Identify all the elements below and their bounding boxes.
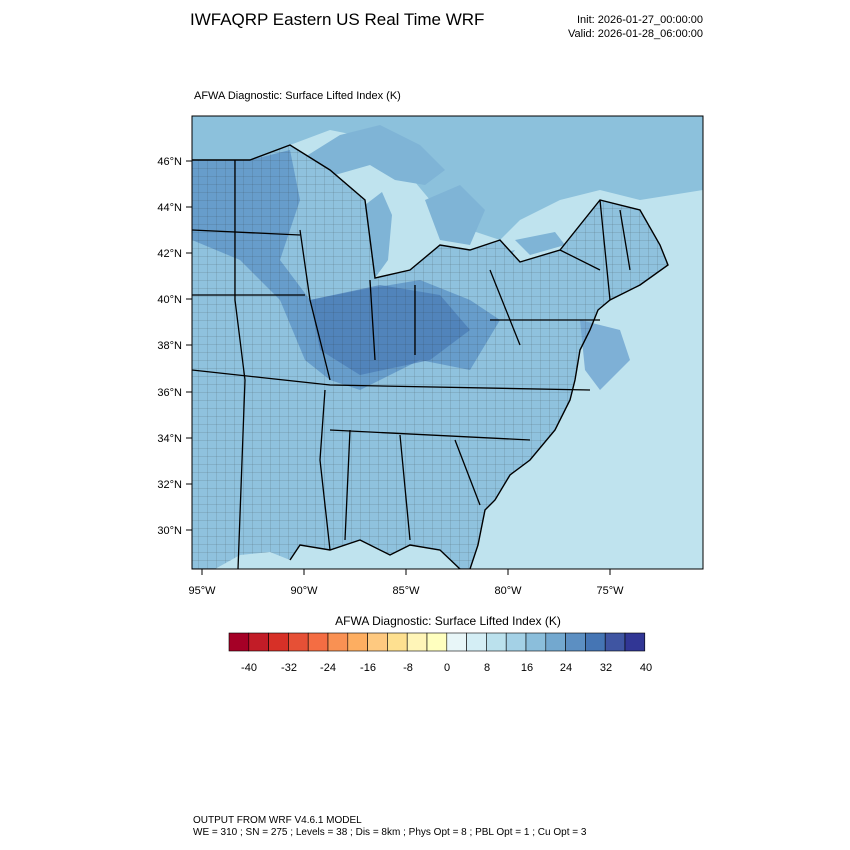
colorbar-swatch: [288, 632, 309, 652]
state-boundaries: [192, 160, 631, 569]
footer-line-1: OUTPUT FROM WRF V4.6.1 MODEL: [193, 815, 362, 826]
lon-ticks: [201, 569, 611, 575]
map-frame: [191, 115, 704, 570]
colorbar-swatch: [486, 632, 507, 652]
colorbar-swatch: [228, 632, 250, 652]
lat-ticks: [186, 160, 192, 531]
lat-label: 32°N: [157, 479, 182, 491]
lat-label: 30°N: [157, 525, 182, 537]
colorbar-swatch: [327, 632, 349, 652]
lat-label: 40°N: [157, 294, 182, 306]
colorbar-swatch: [307, 632, 329, 652]
lon-label: 90°W: [290, 585, 318, 597]
canada-region: [192, 116, 703, 240]
lake-superior: [300, 125, 445, 185]
colorbar: [228, 632, 646, 652]
colorbar-label: -8: [403, 662, 413, 674]
colorbar-swatch: [426, 632, 448, 652]
valid-time: Valid: 2026-01-28_06:00:00: [568, 28, 703, 40]
colorbar-title: AFWA Diagnostic: Surface Lifted Index (K…: [335, 614, 561, 628]
colorbar-swatch: [406, 632, 428, 652]
colorbar-swatch: [545, 632, 566, 652]
colorbar-swatch: [565, 632, 586, 652]
lake-huron: [425, 185, 485, 245]
colorbar-swatch: [268, 632, 289, 652]
colorbar-swatch: [347, 632, 368, 652]
lon-label: 75°W: [596, 585, 624, 597]
colorbar-label: -32: [281, 662, 297, 674]
colorbar-label: -24: [320, 662, 336, 674]
colorbar-swatch: [604, 632, 626, 652]
lat-label: 36°N: [157, 387, 182, 399]
colorbar-label: -40: [241, 662, 257, 674]
offshore-low-zone: [580, 320, 630, 390]
county-boundaries: [192, 145, 668, 569]
colorbar-labels: -40 -32 -24 -16 -8 0 8 16 24 32 40: [0, 662, 850, 678]
colorbar-label: 8: [483, 662, 491, 674]
colorbar-swatch: [585, 632, 606, 652]
colorbar-label: 40: [639, 662, 653, 674]
init-time: Init: 2026-01-27_00:00:00: [577, 14, 703, 26]
coastline: [192, 144, 669, 569]
lon-labels: 95°W 90°W 85°W 80°W 75°W: [188, 585, 624, 597]
lon-label: 80°W: [494, 585, 522, 597]
colorbar-label: 32: [599, 662, 613, 674]
footer-line-2: WE = 310 ; SN = 275 ; Levels = 38 ; Dis …: [193, 827, 587, 838]
colorbar-swatch: [624, 632, 646, 652]
lake-ontario: [515, 232, 565, 255]
colorbar-swatch: [505, 632, 527, 652]
lat-label: 46°N: [157, 156, 182, 168]
lon-label: 85°W: [392, 585, 420, 597]
colorbar-swatch: [367, 632, 388, 652]
lat-label: 44°N: [157, 202, 182, 214]
lat-label: 34°N: [157, 433, 182, 445]
colorbar-label: -16: [360, 662, 376, 674]
colorbar-swatch: [446, 632, 467, 652]
init-valid-times: Init: 2026-01-27_00:00:00 Valid: 2026-01…: [500, 13, 703, 41]
map-panel: [192, 116, 703, 569]
field-label: AFWA Diagnostic: Surface Lifted Index (K…: [194, 90, 401, 102]
lat-labels: 46°N 44°N 42°N 40°N 38°N 36°N 34°N 32°N …: [157, 156, 182, 537]
colorbar-swatch: [248, 632, 269, 652]
lat-label: 42°N: [157, 248, 182, 260]
colorbar-label: 16: [520, 662, 534, 674]
model-footer: OUTPUT FROM WRF V4.6.1 MODEL WE = 310 ; …: [193, 815, 586, 839]
colorbar-swatch: [466, 632, 487, 652]
colorbar-swatch: [525, 632, 547, 652]
lat-label: 38°N: [157, 340, 182, 352]
figure-title: IWFAQRP Eastern US Real Time WRF: [190, 10, 485, 29]
colorbar-label: 0: [443, 662, 451, 674]
colorbar-swatch: [387, 632, 408, 652]
gulf-coastline: [289, 539, 461, 569]
colorbar-label: 24: [559, 662, 573, 674]
lon-label: 95°W: [188, 585, 216, 597]
